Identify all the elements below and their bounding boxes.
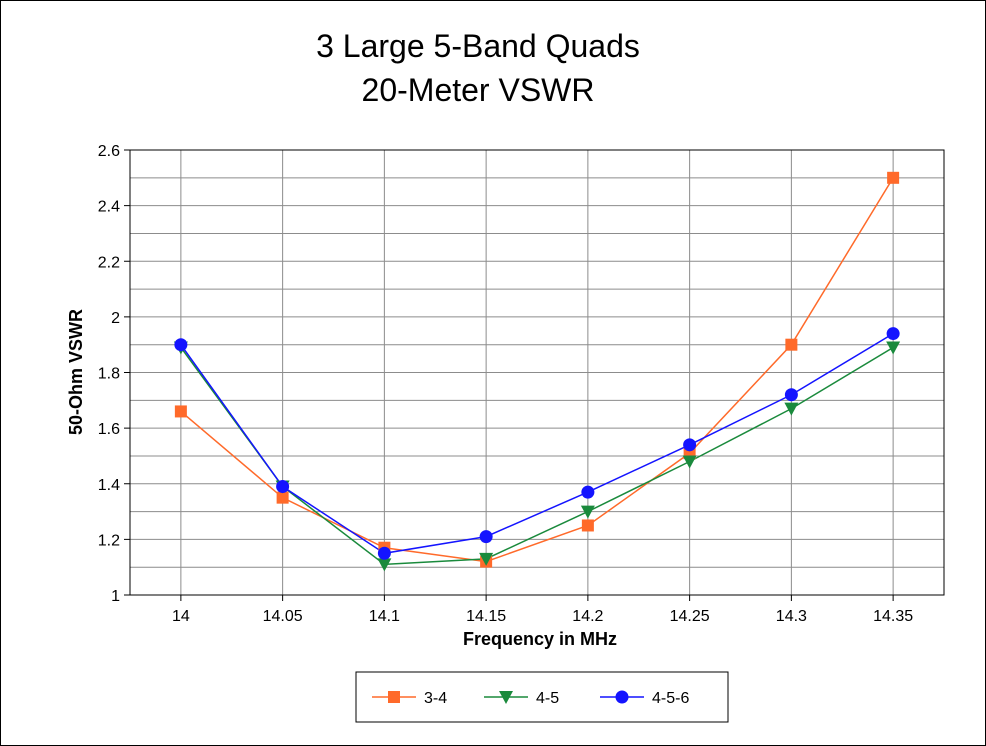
legend: 3-4 4-5 4-5-6 xyxy=(355,671,729,723)
x-tick-label: 14.3 xyxy=(776,608,807,625)
data-point-4-5 xyxy=(479,552,494,566)
x-tick-label: 14 xyxy=(172,608,190,625)
data-point-4-5-6 xyxy=(581,485,595,499)
data-point-4-5 xyxy=(682,455,697,469)
data-point-4-5 xyxy=(377,558,392,572)
x-tick-label: 14.1 xyxy=(369,608,400,625)
data-point-3-4 xyxy=(276,491,289,504)
x-tick-label: 14.25 xyxy=(670,608,710,625)
data-point-3-4 xyxy=(887,171,900,184)
y-tick-label: 1.4 xyxy=(98,477,120,494)
data-point-4-5-6 xyxy=(276,480,290,494)
legend-marker-4-5 xyxy=(499,691,513,704)
y-axis-title: 50-Ohm VSWR xyxy=(66,309,86,435)
legend-marker-4-5-6 xyxy=(615,690,629,704)
data-point-4-5-6 xyxy=(683,438,697,452)
chart-title-line-1: 3 Large 5-Band Quads xyxy=(316,28,640,64)
data-point-4-5-6 xyxy=(174,338,188,352)
x-tick-label: 14.05 xyxy=(263,608,303,625)
y-tick-label: 1.8 xyxy=(98,366,120,383)
x-tick-label: 14.2 xyxy=(572,608,603,625)
data-point-4-5-6 xyxy=(784,388,798,402)
data-point-3-4 xyxy=(785,338,798,351)
data-point-4-5 xyxy=(886,341,901,355)
y-tick-label: 2.4 xyxy=(98,199,120,216)
data-point-4-5-6 xyxy=(886,327,900,341)
series-line-3-4 xyxy=(180,177,894,563)
data-point-4-5-6 xyxy=(377,546,391,560)
data-point-3-4 xyxy=(174,405,187,418)
x-tick-label: 14.15 xyxy=(466,608,506,625)
data-point-3-4 xyxy=(581,519,594,532)
y-tick-label: 2 xyxy=(111,310,120,327)
x-axis-title: Frequency in MHz xyxy=(463,629,617,649)
legend-box xyxy=(355,671,729,723)
data-point-4-5 xyxy=(784,402,799,416)
y-tick-label: 1.6 xyxy=(98,421,120,438)
data-point-4-5-6 xyxy=(479,530,493,544)
y-tick-label: 1 xyxy=(111,588,120,605)
y-tick-label: 1.2 xyxy=(98,532,120,549)
plot-area: 1 1.2 1.4 1.6 1.8 2 2.2 2.4 2.6 14 14.05 14.1 14.15 1… xyxy=(98,143,945,625)
y-tick-label: 2.2 xyxy=(98,254,120,271)
x-tick-label: 14.35 xyxy=(873,608,913,625)
series-line-4-5-6 xyxy=(180,332,894,555)
legend-label-3-4: 3-4 xyxy=(424,690,447,707)
legend-marker-3-4 xyxy=(388,691,400,703)
data-point-4-5 xyxy=(580,505,595,519)
legend-label-4-5: 4-5 xyxy=(536,690,559,707)
y-tick-label: 2.6 xyxy=(98,143,120,160)
chart-title-line-2: 20-Meter VSWR xyxy=(362,72,595,108)
series-line-4-5 xyxy=(180,346,894,566)
legend-label-4-5-6: 4-5-6 xyxy=(652,690,689,707)
